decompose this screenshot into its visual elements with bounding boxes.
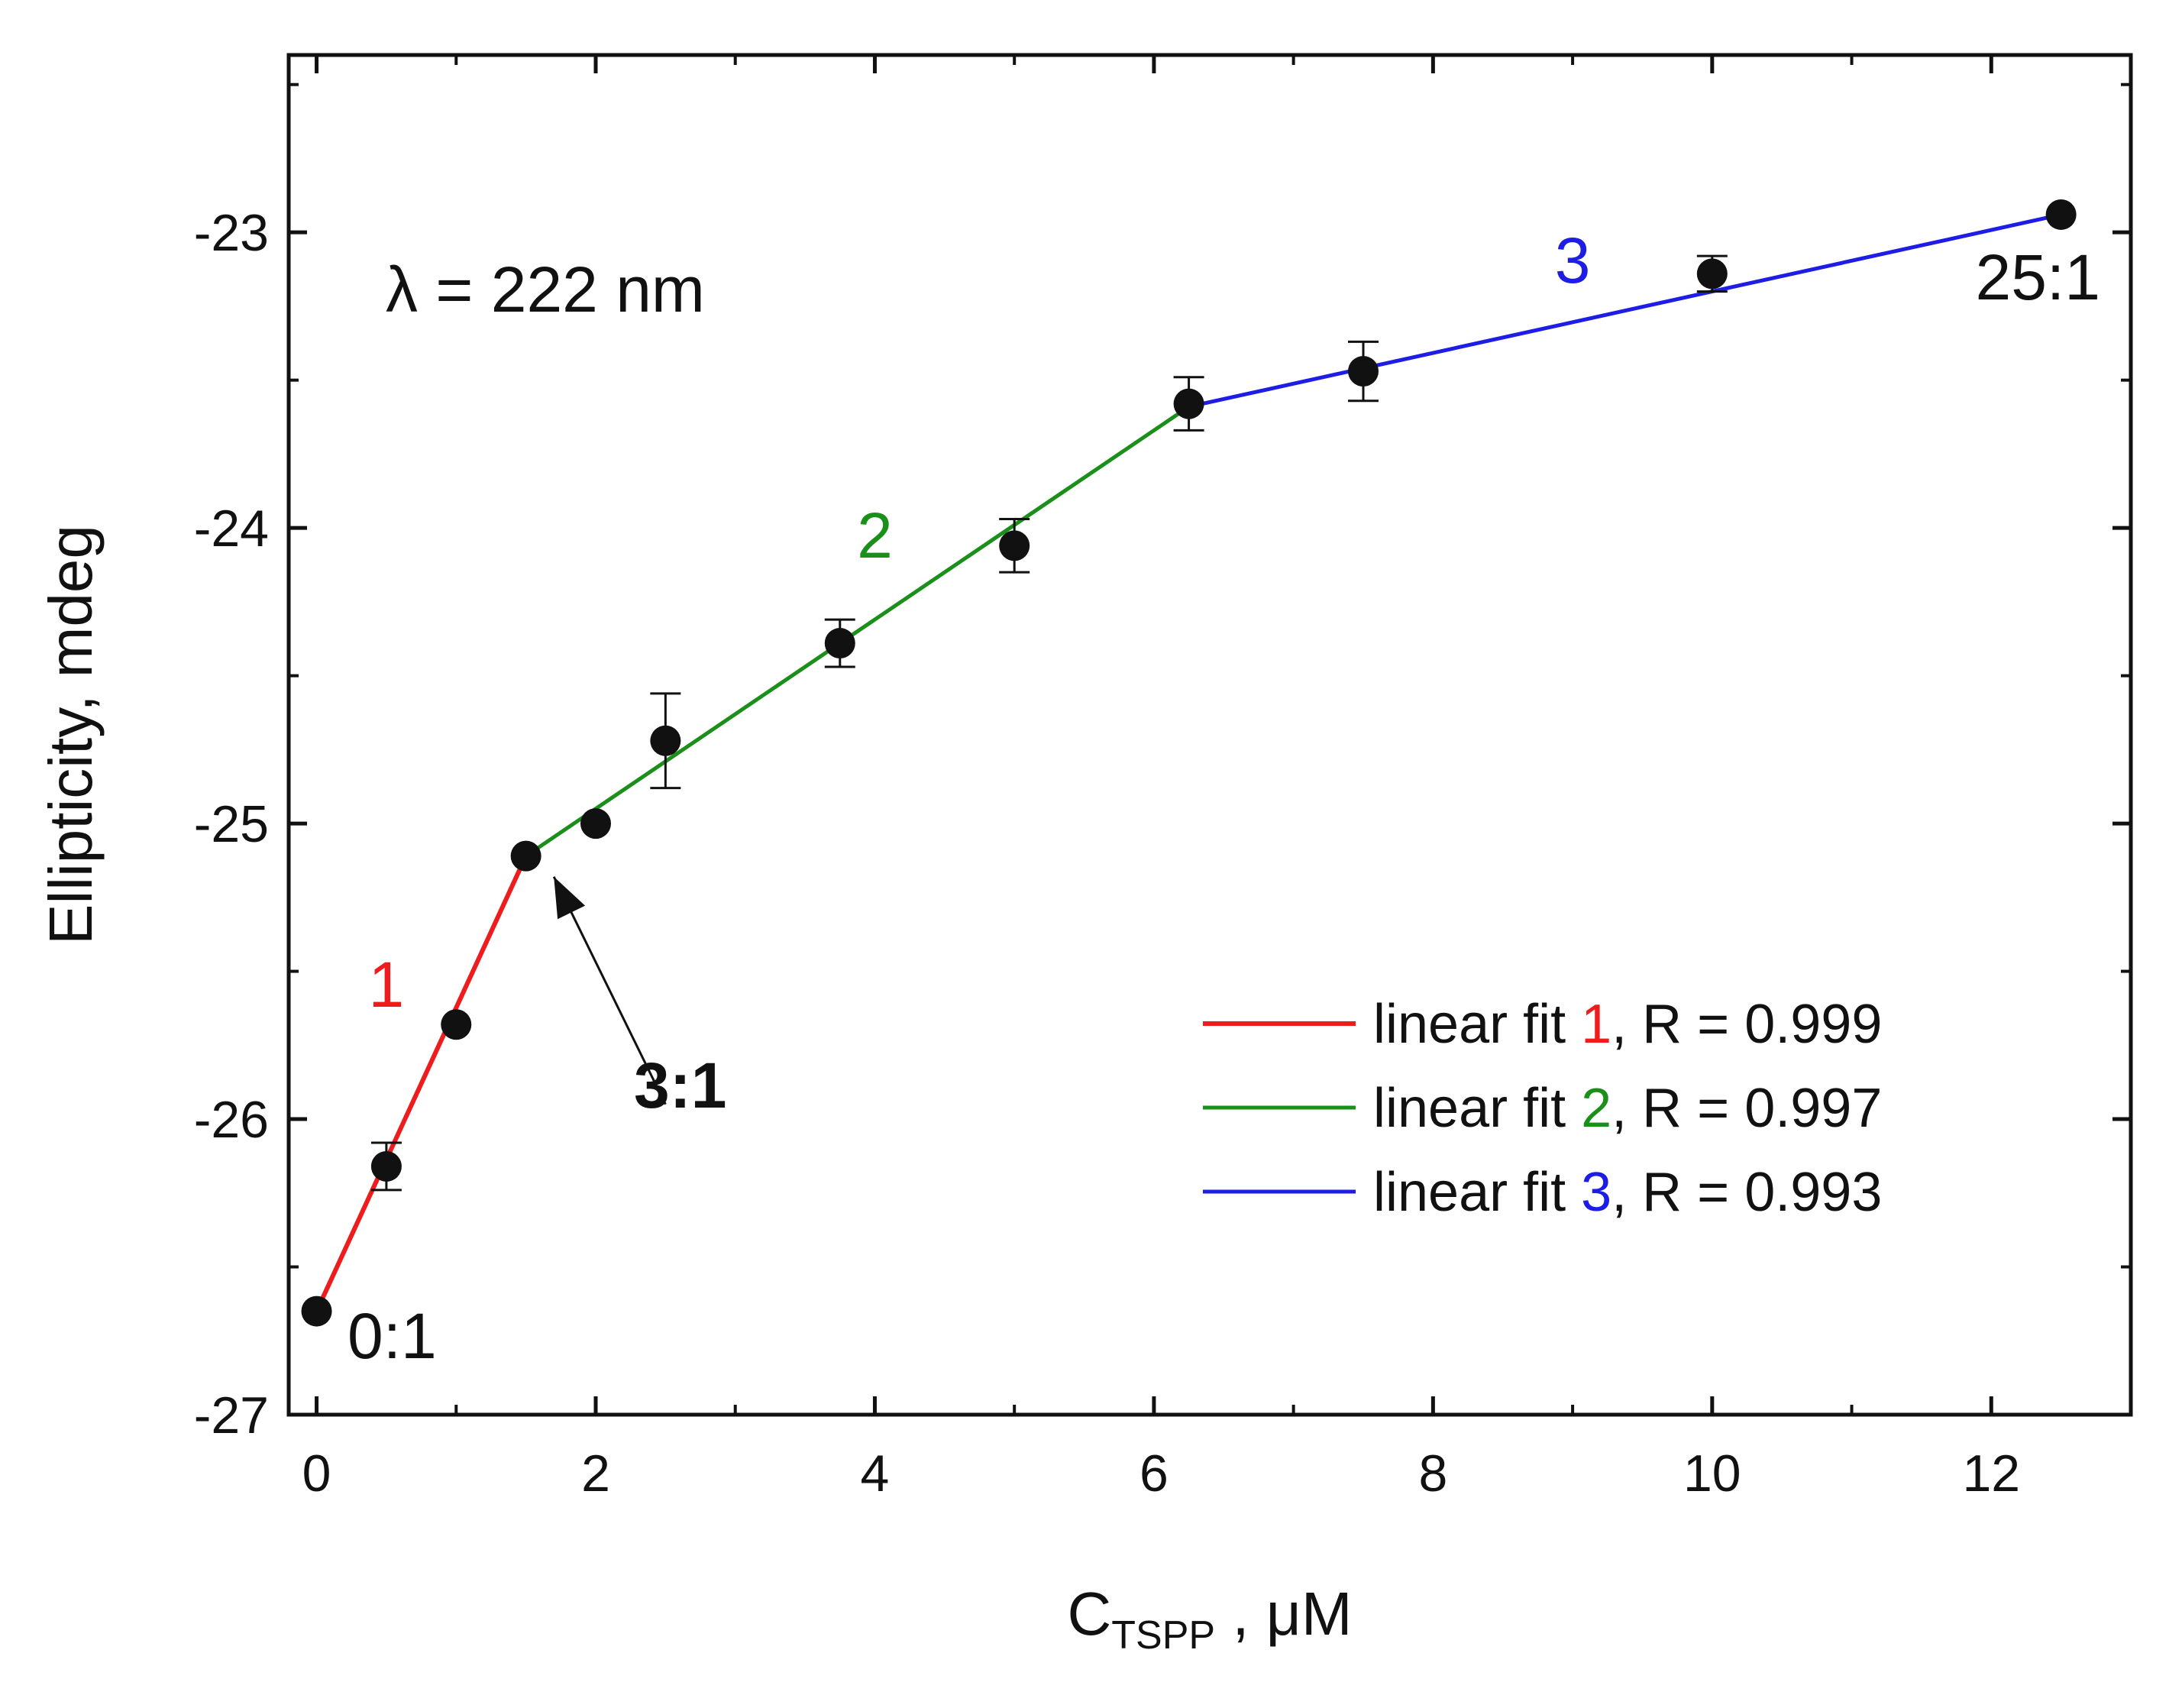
legend-entry-prefix: linear fit: [1373, 994, 1581, 1055]
data-point: [441, 1009, 472, 1040]
legend-entry-prefix: linear fit: [1373, 1078, 1581, 1139]
x-tick-label: 12: [1962, 1444, 2020, 1503]
legend-entry-number: 3: [1581, 1162, 1611, 1223]
data-point: [1173, 388, 1204, 419]
data-points: [301, 199, 2077, 1327]
data-point: [510, 840, 541, 872]
legend-entry-number: 2: [1581, 1078, 1611, 1139]
y-tick-label: -24: [194, 500, 269, 558]
ratio-start-label: 0:1: [348, 1300, 437, 1372]
x-axis-title: CTSPP , μM: [1067, 1580, 1352, 1658]
x-tick-label: 6: [1139, 1444, 1169, 1503]
y-tick-label: -26: [194, 1091, 269, 1149]
y-tick-label: -23: [194, 204, 269, 262]
fit-line-3: [1188, 212, 2062, 409]
x-axis-title-unit: , μM: [1215, 1580, 1352, 1648]
data-point: [301, 1296, 332, 1327]
legend-entry-3: linear fit 3, R = 0.993: [1373, 1162, 1882, 1223]
x-tick-label: 8: [1418, 1444, 1447, 1503]
data-point: [650, 725, 681, 756]
y-tick-label: -27: [194, 1386, 269, 1444]
legend-entry-2: linear fit 2, R = 0.997: [1373, 1078, 1882, 1139]
axis-ticks: 0 2 4 6 8 10 12-27-26-25-24-23: [194, 55, 2132, 1503]
ratio-end-label: 25:1: [1976, 241, 2101, 313]
fit-line-1: [314, 855, 529, 1312]
legend-entry-suffix: , R = 0.993: [1611, 1162, 1882, 1223]
x-axis-title-subscript: TSPP: [1111, 1613, 1215, 1658]
x-tick-label: 10: [1683, 1444, 1741, 1503]
y-axis-title: Ellipticity, mdeg: [37, 525, 105, 945]
data-point: [999, 530, 1030, 561]
segment-label-1: 1: [369, 949, 405, 1021]
wavelength-label: λ = 222 nm: [386, 254, 705, 325]
x-tick-label: 2: [581, 1444, 610, 1503]
segment-label-2: 2: [857, 500, 893, 571]
x-tick-label: 4: [861, 1444, 890, 1503]
data-point: [824, 628, 855, 659]
fit-lines: [314, 212, 2062, 1312]
legend-entry-1: linear fit 1, R = 0.999: [1373, 994, 1882, 1055]
fit-line-2: [525, 405, 1190, 858]
x-axis-title-main: C: [1067, 1580, 1111, 1648]
legend-entry-prefix: linear fit: [1373, 1162, 1581, 1223]
segment-label-3: 3: [1555, 225, 1591, 296]
arrow-shaft: [552, 876, 667, 1105]
legend-entry-suffix: , R = 0.997: [1611, 1078, 1882, 1139]
data-point: [1696, 258, 1728, 290]
y-tick-label: -25: [194, 795, 269, 853]
legend-entry-suffix: , R = 0.999: [1611, 994, 1882, 1055]
x-tick-label: 0: [302, 1444, 331, 1503]
data-point: [580, 808, 611, 839]
legend-entry-number: 1: [1581, 994, 1611, 1055]
data-point: [370, 1150, 402, 1182]
ratio-break-label: 3:1: [634, 1050, 726, 1121]
data-point: [1348, 356, 1379, 387]
arrow-head: [554, 876, 586, 920]
plot-frame: [286, 53, 2133, 1417]
data-point: [2045, 199, 2077, 230]
